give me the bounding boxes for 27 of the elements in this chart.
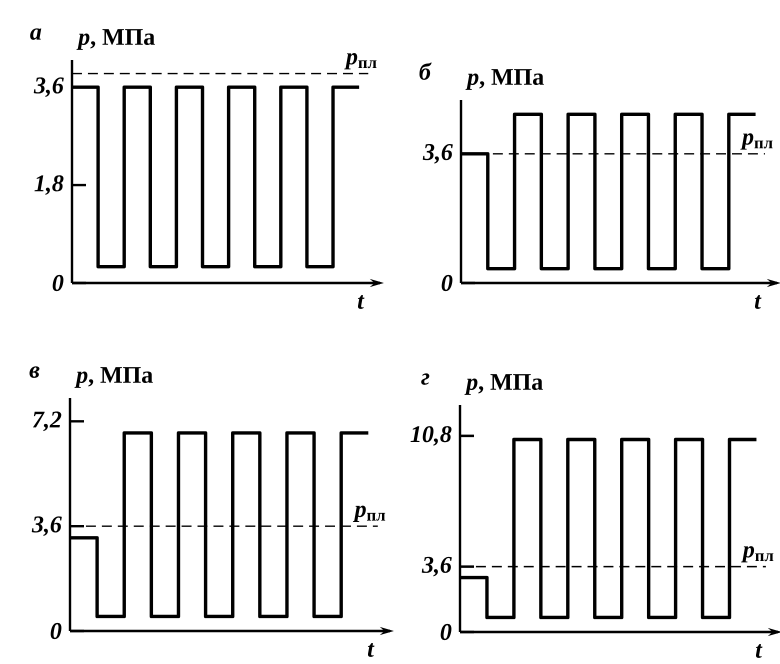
y-axis-title: p, МПа bbox=[76, 29, 155, 50]
y-tick-label: 10,8 bbox=[410, 426, 452, 446]
y-axis-title: p, МПа bbox=[464, 374, 543, 395]
chart-title: б bbox=[419, 62, 432, 80]
chart-title: в bbox=[30, 366, 40, 378]
x-axis-title: t bbox=[368, 643, 374, 657]
y-tick-label: 0 bbox=[442, 274, 452, 292]
ref-line-label: p$_{пл}$ bbox=[344, 53, 377, 70]
y-tick-label: 0 bbox=[50, 622, 62, 640]
y-tick-label: 3,6 bbox=[34, 77, 64, 97]
chart-title: г bbox=[421, 373, 430, 385]
y-axis-title: p, МПа bbox=[74, 367, 153, 388]
y-tick-label: 3,6 bbox=[32, 516, 62, 536]
x-axis-title: t bbox=[754, 295, 762, 309]
y-tick-label: 3,6 bbox=[422, 556, 452, 576]
x-axis-title: t bbox=[756, 644, 762, 658]
ref-line-label: p$_{пл}$ bbox=[740, 133, 773, 150]
y-tick-label: 3,6 bbox=[422, 144, 453, 164]
y-tick-label: 0 bbox=[52, 274, 64, 292]
chart-title: а bbox=[30, 28, 42, 40]
y-tick-label: 0 bbox=[440, 624, 452, 640]
ref-line-label: p$_{пл}$ bbox=[741, 546, 774, 562]
y-axis-title: p, МПа bbox=[465, 69, 544, 90]
ref-line-label: p$_{пл}$ bbox=[352, 506, 386, 522]
y-tick-label: 1,8 bbox=[34, 175, 64, 195]
y-tick-label: 7,2 bbox=[32, 412, 62, 432]
x-axis-title: t bbox=[358, 295, 364, 309]
